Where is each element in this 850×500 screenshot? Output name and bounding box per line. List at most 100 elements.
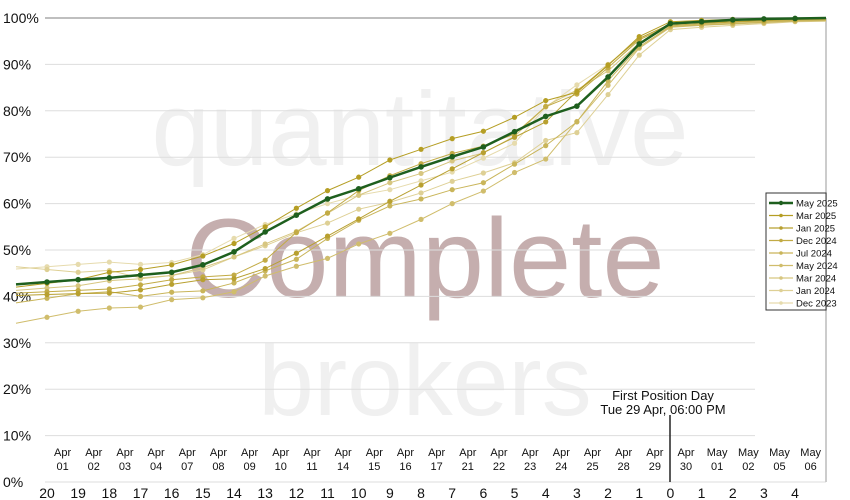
x-tick-label: 6	[479, 485, 487, 500]
data-point	[200, 277, 206, 283]
data-point	[75, 261, 81, 267]
legend-label: Mar 2024	[796, 274, 836, 285]
data-point	[605, 62, 611, 68]
data-point	[169, 277, 175, 283]
data-point	[543, 143, 549, 149]
date-label-day: 29	[649, 461, 661, 473]
legend-marker	[779, 301, 783, 305]
data-point	[543, 156, 549, 162]
y-tick-label: 50%	[3, 242, 31, 258]
date-label-day: 15	[368, 461, 380, 473]
data-point	[480, 180, 486, 186]
data-point	[418, 196, 424, 202]
date-label-day: 25	[586, 461, 598, 473]
date-label-month: Apr	[646, 447, 663, 459]
data-point	[543, 137, 549, 144]
x-tick-label: 8	[417, 485, 425, 500]
y-tick-label: 100%	[3, 10, 39, 26]
data-point	[75, 276, 81, 283]
series-lines	[15, 15, 827, 324]
data-point	[137, 282, 144, 288]
legend-label: Dec 2024	[796, 236, 837, 247]
data-point	[636, 41, 643, 47]
y-tick-label: 70%	[3, 149, 31, 165]
data-point	[480, 128, 486, 134]
date-label-day: 14	[337, 461, 349, 473]
data-point	[169, 297, 175, 303]
data-point	[356, 216, 362, 222]
data-point	[75, 283, 81, 289]
legend-marker	[779, 213, 783, 218]
data-point	[44, 291, 50, 298]
x-tick-label: 2	[729, 485, 737, 500]
first-position-day-marker: First Position Day Tue 29 Apr, 06:00 PM	[600, 388, 726, 482]
data-point	[106, 275, 113, 281]
data-point	[293, 250, 299, 256]
legend-marker	[779, 226, 783, 230]
date-label-month: Apr	[677, 447, 694, 459]
data-point	[137, 293, 144, 299]
data-point	[511, 161, 518, 167]
data-point	[356, 206, 362, 212]
data-point	[44, 295, 50, 301]
data-point	[355, 185, 362, 192]
x-tick-label: 1	[698, 485, 706, 500]
date-label-day: 07	[181, 461, 193, 473]
series-may-2025	[15, 15, 827, 286]
data-point	[480, 188, 486, 194]
data-point	[387, 203, 393, 209]
watermark-bottom: brokers	[258, 325, 591, 437]
date-label-month: Apr	[54, 447, 71, 459]
x-tick-label: 15	[195, 485, 211, 500]
data-point	[418, 190, 424, 196]
data-point	[605, 91, 611, 98]
x-tick-label: 19	[70, 485, 86, 500]
data-point	[262, 229, 268, 235]
data-point	[543, 104, 549, 110]
data-point	[480, 155, 486, 161]
data-point	[324, 255, 331, 261]
data-point	[44, 279, 50, 285]
data-point	[387, 230, 393, 236]
grid	[45, 17, 827, 483]
data-point	[729, 17, 736, 23]
x-tick-label: 13	[257, 485, 273, 500]
data-point	[200, 262, 206, 268]
legend-label: May 2024	[796, 261, 838, 272]
data-point	[761, 16, 767, 22]
data-point	[324, 220, 331, 226]
x-tick-label: 16	[164, 485, 180, 500]
fpd-time: Tue 29 Apr, 06:00 PM	[600, 402, 725, 417]
legend-marker	[779, 288, 783, 293]
date-label-day: 04	[150, 461, 162, 473]
data-point	[387, 180, 393, 186]
data-point	[75, 291, 81, 297]
date-label-day: 23	[524, 461, 536, 473]
data-point	[106, 305, 112, 311]
data-point	[137, 304, 144, 310]
watermark-middle: Complete	[185, 196, 664, 321]
date-label-month: Apr	[428, 447, 445, 459]
data-point	[293, 263, 299, 269]
data-point	[231, 235, 237, 241]
data-point	[231, 276, 237, 282]
data-point	[543, 97, 549, 104]
data-point	[511, 128, 518, 135]
date-label-day: 21	[462, 461, 474, 473]
date-label-month: Apr	[335, 447, 352, 459]
x-tick-label: 3	[760, 485, 768, 500]
data-point	[480, 144, 487, 150]
data-point	[511, 140, 518, 146]
legend-label: Mar 2025	[796, 211, 836, 222]
data-point	[137, 261, 144, 267]
data-point	[574, 119, 580, 125]
date-label-month: May	[707, 447, 728, 459]
data-point	[231, 240, 237, 247]
data-point	[449, 166, 455, 172]
data-point	[418, 164, 424, 170]
data-point	[605, 74, 611, 80]
x-tick-label: 14	[226, 485, 242, 500]
data-point	[137, 287, 144, 293]
legend-label: May 2025	[796, 199, 838, 210]
data-point	[75, 269, 81, 275]
